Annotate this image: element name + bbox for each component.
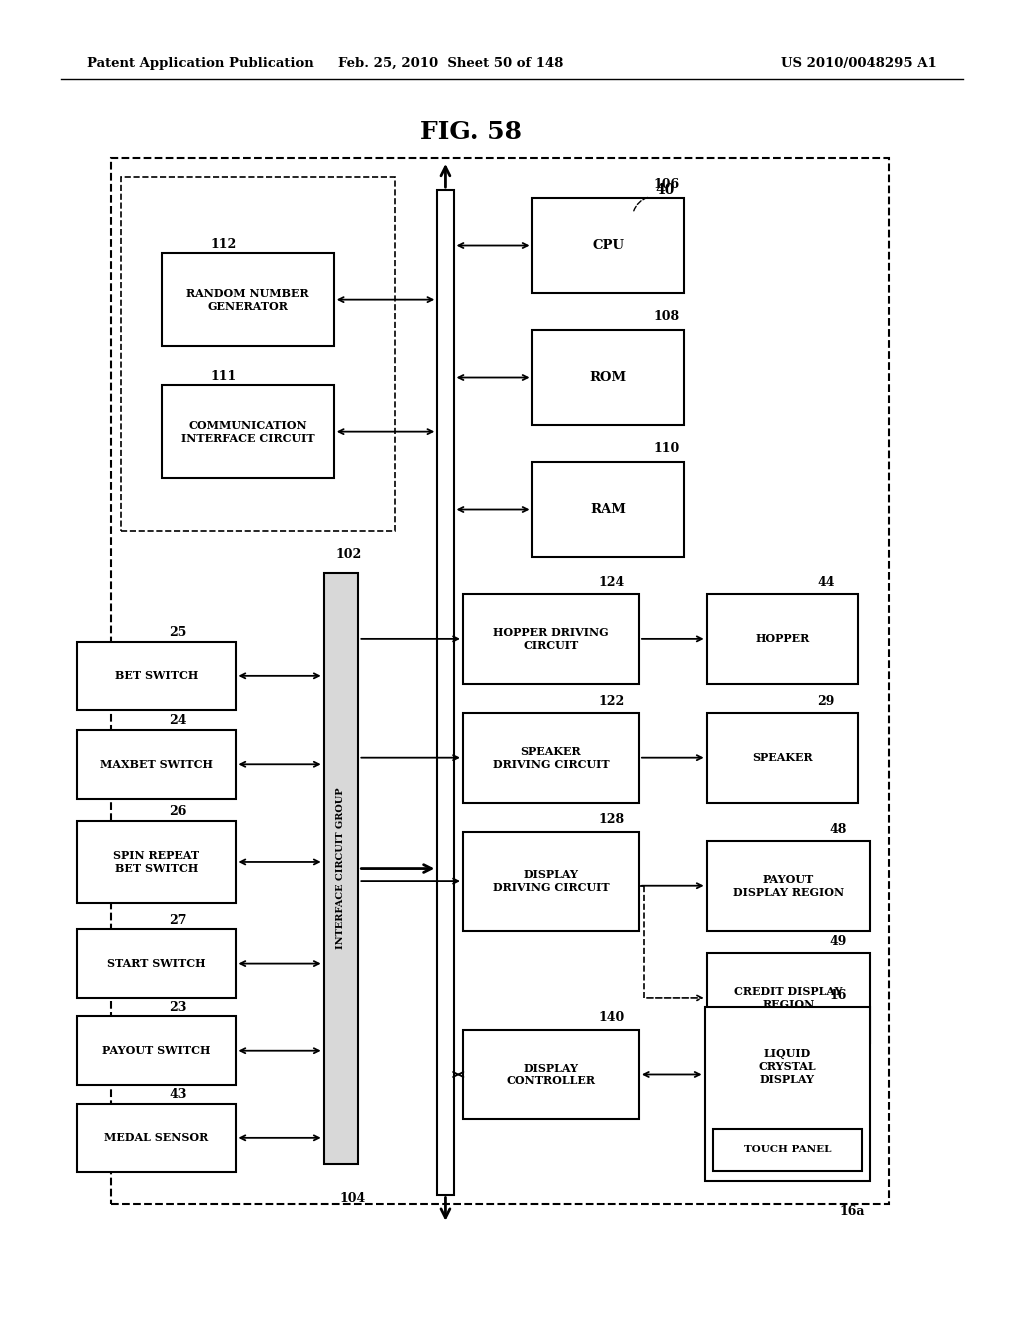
Text: ROM: ROM — [590, 371, 627, 384]
Text: CREDIT DISPLAY
REGION: CREDIT DISPLAY REGION — [734, 986, 843, 1010]
Bar — [463, 1030, 639, 1119]
Bar — [77, 642, 236, 710]
Text: 27: 27 — [169, 913, 186, 927]
Bar — [532, 462, 684, 557]
Text: INTERFACE CIRCUIT GROUP: INTERFACE CIRCUIT GROUP — [337, 788, 345, 949]
Bar — [162, 385, 334, 478]
Text: SPEAKER: SPEAKER — [752, 752, 813, 763]
Bar — [532, 198, 684, 293]
Text: 49: 49 — [829, 935, 847, 948]
Text: US 2010/0048295 A1: US 2010/0048295 A1 — [781, 57, 937, 70]
Bar — [324, 573, 358, 1164]
Text: 44: 44 — [817, 576, 835, 589]
Text: 24: 24 — [169, 714, 186, 727]
Text: 111: 111 — [211, 370, 238, 383]
Bar — [77, 1104, 236, 1172]
Text: SPIN REPEAT
BET SWITCH: SPIN REPEAT BET SWITCH — [113, 850, 200, 874]
Text: PAYOUT
DISPLAY REGION: PAYOUT DISPLAY REGION — [733, 874, 844, 898]
Text: 26: 26 — [169, 805, 186, 818]
Bar — [532, 330, 684, 425]
Bar — [707, 953, 870, 1043]
Bar — [463, 832, 639, 931]
Bar — [77, 730, 236, 799]
Bar — [707, 841, 870, 931]
Bar — [463, 713, 639, 803]
Bar — [713, 1129, 862, 1171]
Bar — [77, 929, 236, 998]
Text: Feb. 25, 2010  Sheet 50 of 148: Feb. 25, 2010 Sheet 50 of 148 — [338, 57, 563, 70]
Text: BET SWITCH: BET SWITCH — [115, 671, 198, 681]
Bar — [77, 1016, 236, 1085]
Text: 122: 122 — [598, 694, 625, 708]
Text: 104: 104 — [340, 1192, 367, 1205]
Text: 43: 43 — [169, 1088, 186, 1101]
Text: FIG. 58: FIG. 58 — [420, 120, 522, 144]
Text: 40: 40 — [655, 183, 675, 197]
Text: HOPPER: HOPPER — [756, 634, 809, 644]
Bar — [77, 821, 236, 903]
Text: 124: 124 — [598, 576, 625, 589]
Text: 16: 16 — [829, 989, 847, 1002]
Text: MAXBET SWITCH: MAXBET SWITCH — [99, 759, 213, 770]
Bar — [707, 594, 858, 684]
Text: CPU: CPU — [592, 239, 625, 252]
Bar — [463, 594, 639, 684]
Text: 102: 102 — [336, 548, 362, 561]
Text: 23: 23 — [169, 1001, 186, 1014]
Text: 128: 128 — [598, 813, 625, 826]
Text: MEDAL SENSOR: MEDAL SENSOR — [104, 1133, 208, 1143]
Bar — [437, 190, 454, 1195]
Bar — [162, 253, 334, 346]
Text: SPEAKER
DRIVING CIRCUIT: SPEAKER DRIVING CIRCUIT — [493, 746, 609, 770]
Text: DISPLAY
CONTROLLER: DISPLAY CONTROLLER — [507, 1063, 595, 1086]
Text: LIQUID
CRYSTAL
DISPLAY: LIQUID CRYSTAL DISPLAY — [759, 1048, 816, 1085]
Text: PAYOUT SWITCH: PAYOUT SWITCH — [102, 1045, 210, 1056]
Text: RAM: RAM — [590, 503, 627, 516]
Text: RANDOM NUMBER
GENERATOR: RANDOM NUMBER GENERATOR — [186, 288, 309, 312]
Text: 16a: 16a — [840, 1205, 865, 1218]
Text: TOUCH PANEL: TOUCH PANEL — [743, 1146, 831, 1154]
Text: 112: 112 — [211, 238, 238, 251]
Text: 110: 110 — [653, 442, 680, 455]
Text: HOPPER DRIVING
CIRCUIT: HOPPER DRIVING CIRCUIT — [494, 627, 608, 651]
Text: Patent Application Publication: Patent Application Publication — [87, 57, 313, 70]
Text: 25: 25 — [169, 626, 186, 639]
Text: 106: 106 — [653, 178, 680, 191]
Text: START SWITCH: START SWITCH — [106, 958, 206, 969]
Text: 29: 29 — [817, 694, 835, 708]
Text: DISPLAY
DRIVING CIRCUIT: DISPLAY DRIVING CIRCUIT — [493, 869, 609, 894]
Text: 108: 108 — [653, 310, 680, 323]
Bar — [111, 158, 889, 1204]
Text: 48: 48 — [829, 822, 847, 836]
Bar — [707, 713, 858, 803]
Bar — [121, 177, 395, 531]
Text: 140: 140 — [598, 1011, 625, 1024]
Bar — [705, 1007, 870, 1181]
Text: COMMUNICATION
INTERFACE CIRCUIT: COMMUNICATION INTERFACE CIRCUIT — [181, 420, 314, 444]
